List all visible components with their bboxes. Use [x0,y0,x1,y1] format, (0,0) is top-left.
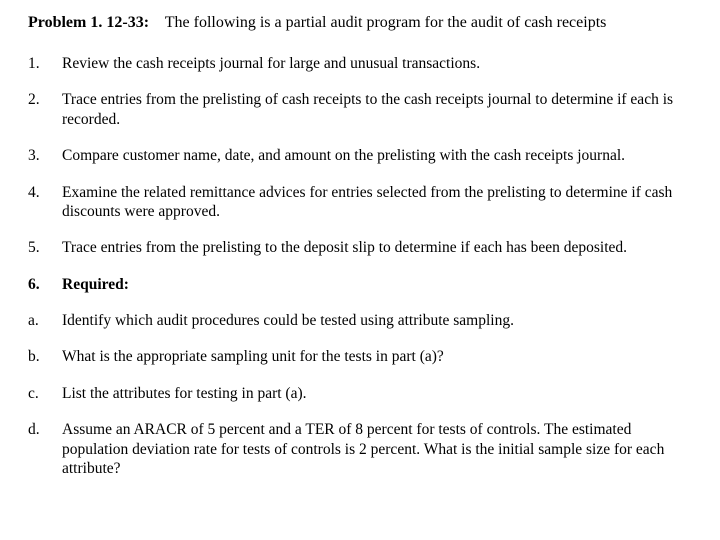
problem-description: The following is a partial audit program… [165,14,607,31]
list-item: b. What is the appropriate sampling unit… [28,347,692,366]
item-number: a. [28,311,62,330]
list-item: 1. Review the cash receipts journal for … [28,54,692,73]
item-number: 6. [28,275,62,294]
problem-list: 1. Review the cash receipts journal for … [28,54,692,478]
document-page: Problem 1. 12-33: The following is a par… [0,0,720,509]
problem-heading: Problem 1. 12-33: The following is a par… [28,14,692,32]
item-number: 2. [28,90,62,109]
item-text: Required: [62,275,692,294]
list-item: 4. Examine the related remittance advice… [28,183,692,222]
item-text: Assume an ARACR of 5 percent and a TER o… [62,420,692,478]
item-text: What is the appropriate sampling unit fo… [62,347,692,366]
item-number: c. [28,384,62,403]
item-text: Trace entries from the prelisting of cas… [62,90,692,129]
item-number: b. [28,347,62,366]
list-item: c. List the attributes for testing in pa… [28,384,692,403]
item-text: Trace entries from the prelisting to the… [62,238,692,257]
list-item: d. Assume an ARACR of 5 percent and a TE… [28,420,692,478]
list-item: 3. Compare customer name, date, and amou… [28,146,692,165]
item-number: 3. [28,146,62,165]
item-number: 5. [28,238,62,257]
list-item: 2. Trace entries from the prelisting of … [28,90,692,129]
problem-label: Problem 1. 12-33: [28,14,149,31]
item-number: 4. [28,183,62,202]
item-text: Identify which audit procedures could be… [62,311,692,330]
list-item: 5. Trace entries from the prelisting to … [28,238,692,257]
item-text: Compare customer name, date, and amount … [62,146,692,165]
item-number: 1. [28,54,62,73]
item-text: List the attributes for testing in part … [62,384,692,403]
item-text: Examine the related remittance advices f… [62,183,692,222]
item-text: Review the cash receipts journal for lar… [62,54,692,73]
list-item: a. Identify which audit procedures could… [28,311,692,330]
list-item-required: 6. Required: [28,275,692,294]
item-number: d. [28,420,62,439]
